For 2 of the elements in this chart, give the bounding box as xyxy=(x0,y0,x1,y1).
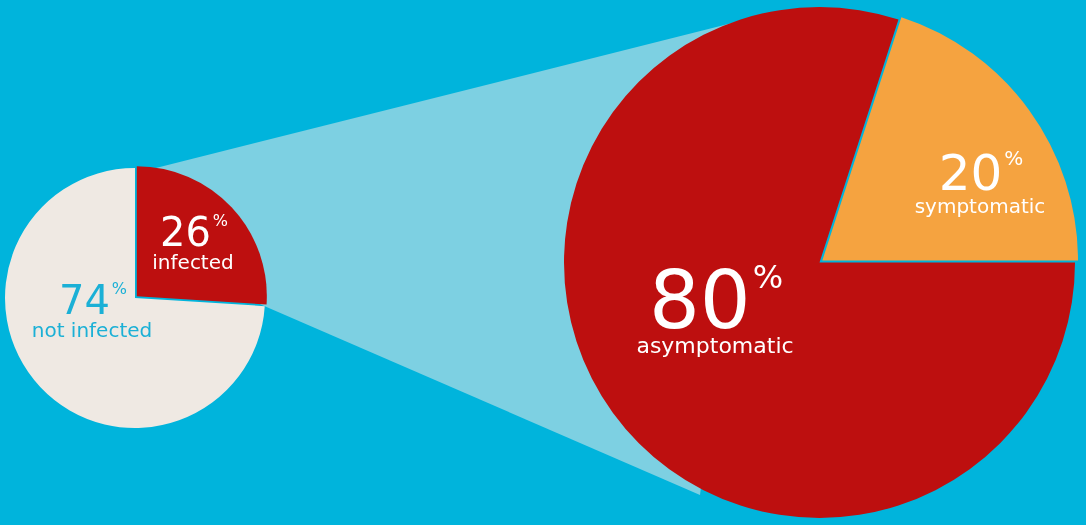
slice-label: asymptomatic xyxy=(636,333,794,359)
slice-label: symptomatic xyxy=(914,193,1046,218)
